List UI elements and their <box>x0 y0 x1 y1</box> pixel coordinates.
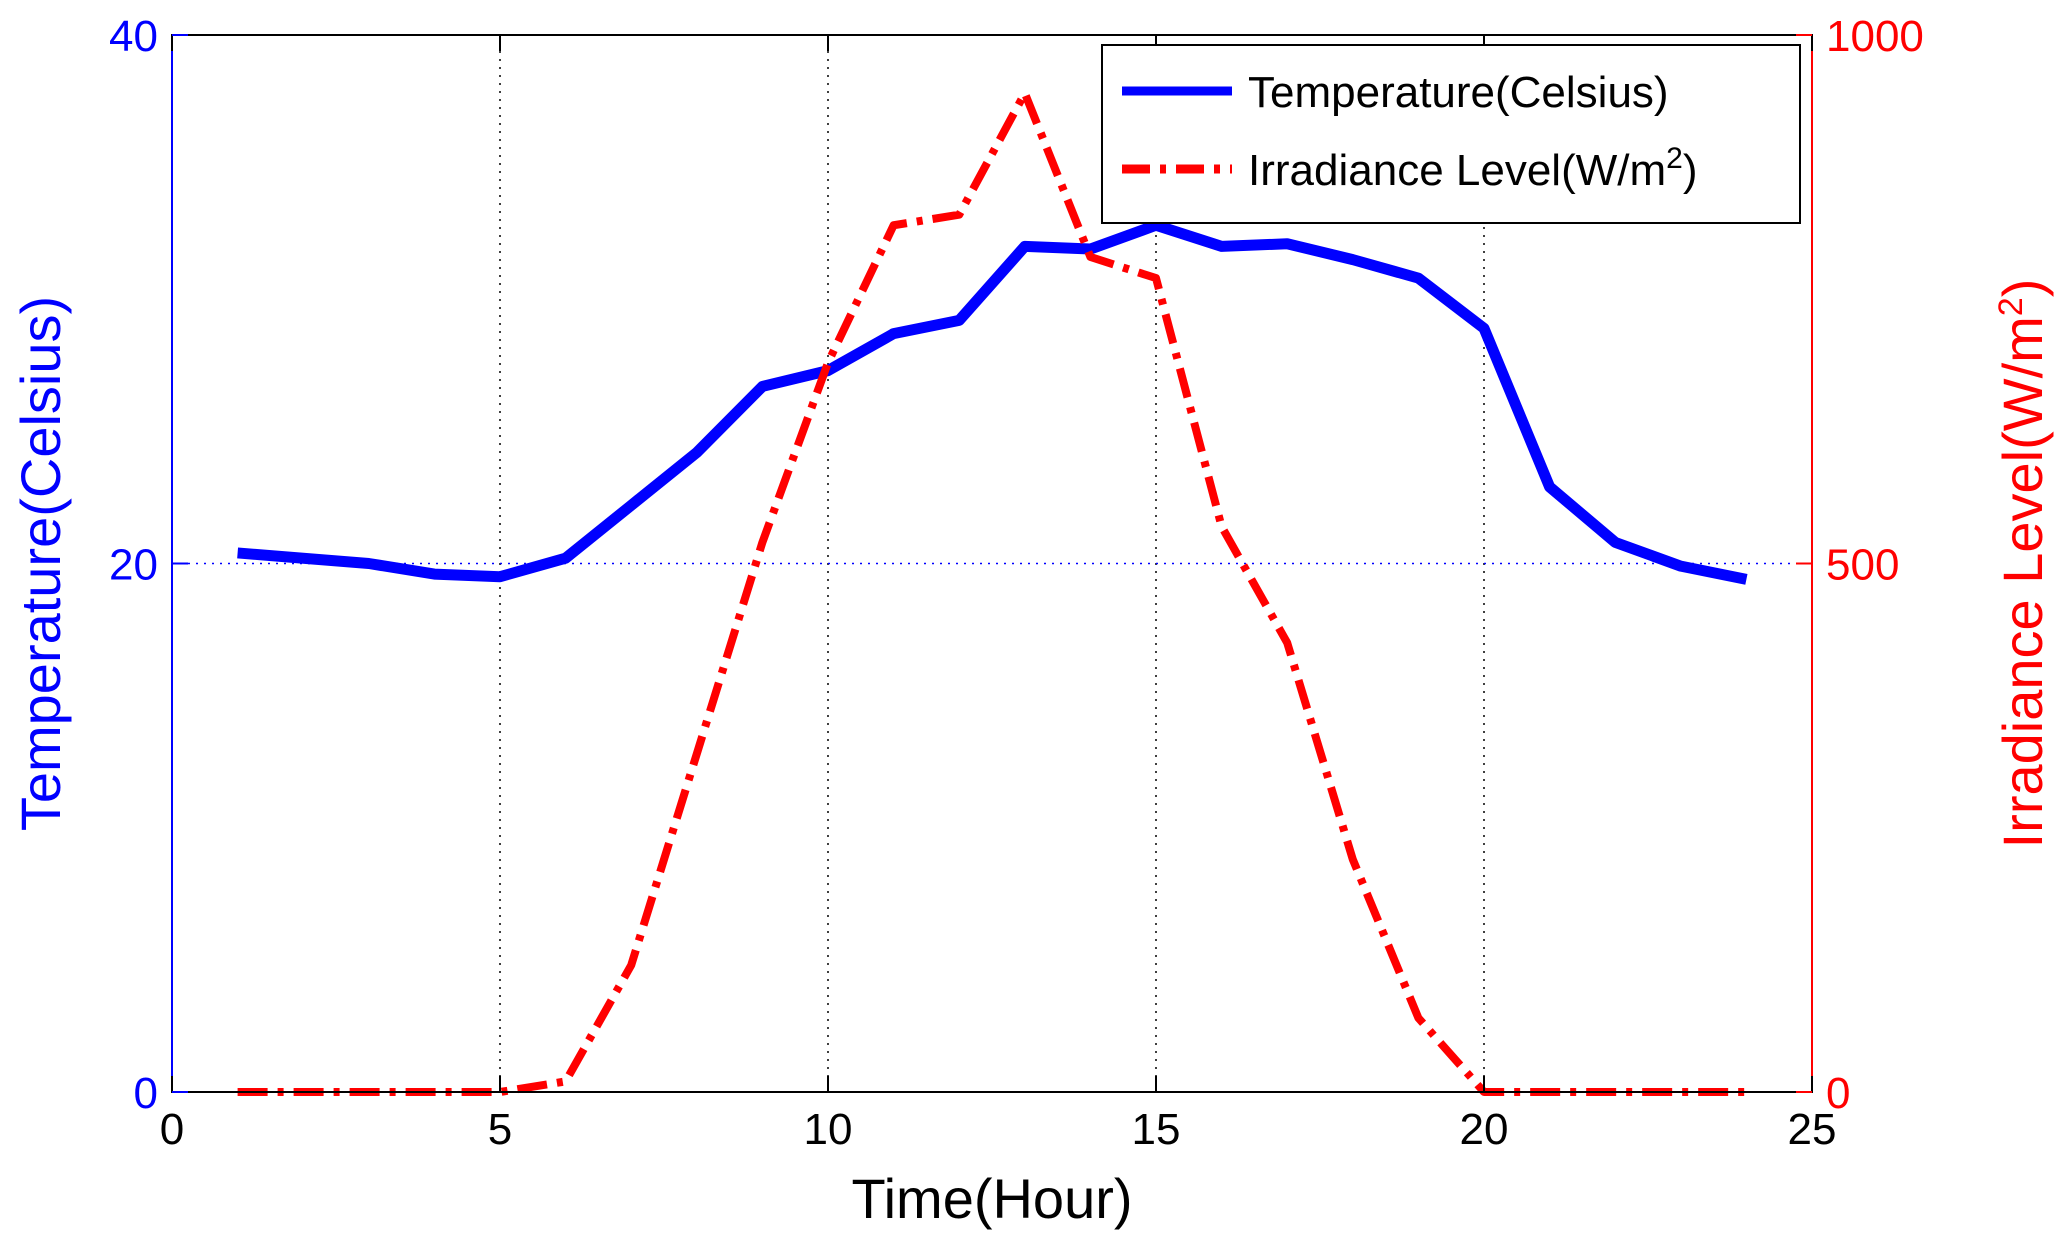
legend-box <box>1101 44 1801 224</box>
right-y-axis-title: Irradiance Level(W/m2) <box>1991 279 2054 849</box>
legend-label-irradiance-prefix: Irradiance Level(W/m <box>1248 146 1666 195</box>
x-tick-label: 10 <box>804 1105 853 1154</box>
legend-label-temperature: Temperature(Celsius) <box>1248 68 1669 117</box>
left-y-axis-title: Temperature(Celsius) <box>9 296 72 831</box>
x-tick-label: 5 <box>488 1105 512 1154</box>
right-y-tick-label: 1000 <box>1826 12 1924 61</box>
series-layer <box>237 89 1748 1096</box>
x-axis-title: Time(Hour) <box>851 1167 1132 1230</box>
x-tick-label: 25 <box>1788 1105 1837 1154</box>
right-y-tick-label: 0 <box>1826 1069 1850 1118</box>
right-y-axis-title-suffix: ) <box>1991 279 2054 298</box>
series-line-irradiance <box>237 89 1747 1096</box>
x-tick-label: 15 <box>1132 1105 1181 1154</box>
right-y-axis-title-superscript: 2 <box>1992 297 2030 316</box>
left-y-tick-label: 40 <box>109 12 158 61</box>
x-tick-label: 20 <box>1460 1105 1509 1154</box>
left-y-tick-label: 0 <box>134 1069 158 1118</box>
right-y-tick-label: 500 <box>1826 541 1899 590</box>
left-y-tick-label: 20 <box>109 541 158 590</box>
series-line-temperature <box>237 219 1748 585</box>
x-tick-label: 0 <box>160 1105 184 1154</box>
right-y-axis-title-prefix: Irradiance Level(W/m <box>1991 316 2054 848</box>
legend: Temperature(Celsius) Irradiance Level(W/… <box>1101 44 1801 224</box>
legend-label-irradiance-suffix: ) <box>1683 146 1698 195</box>
legend-label-irradiance-superscript: 2 <box>1666 142 1683 175</box>
legend-label-irradiance: Irradiance Level(W/m2) <box>1248 142 1697 195</box>
